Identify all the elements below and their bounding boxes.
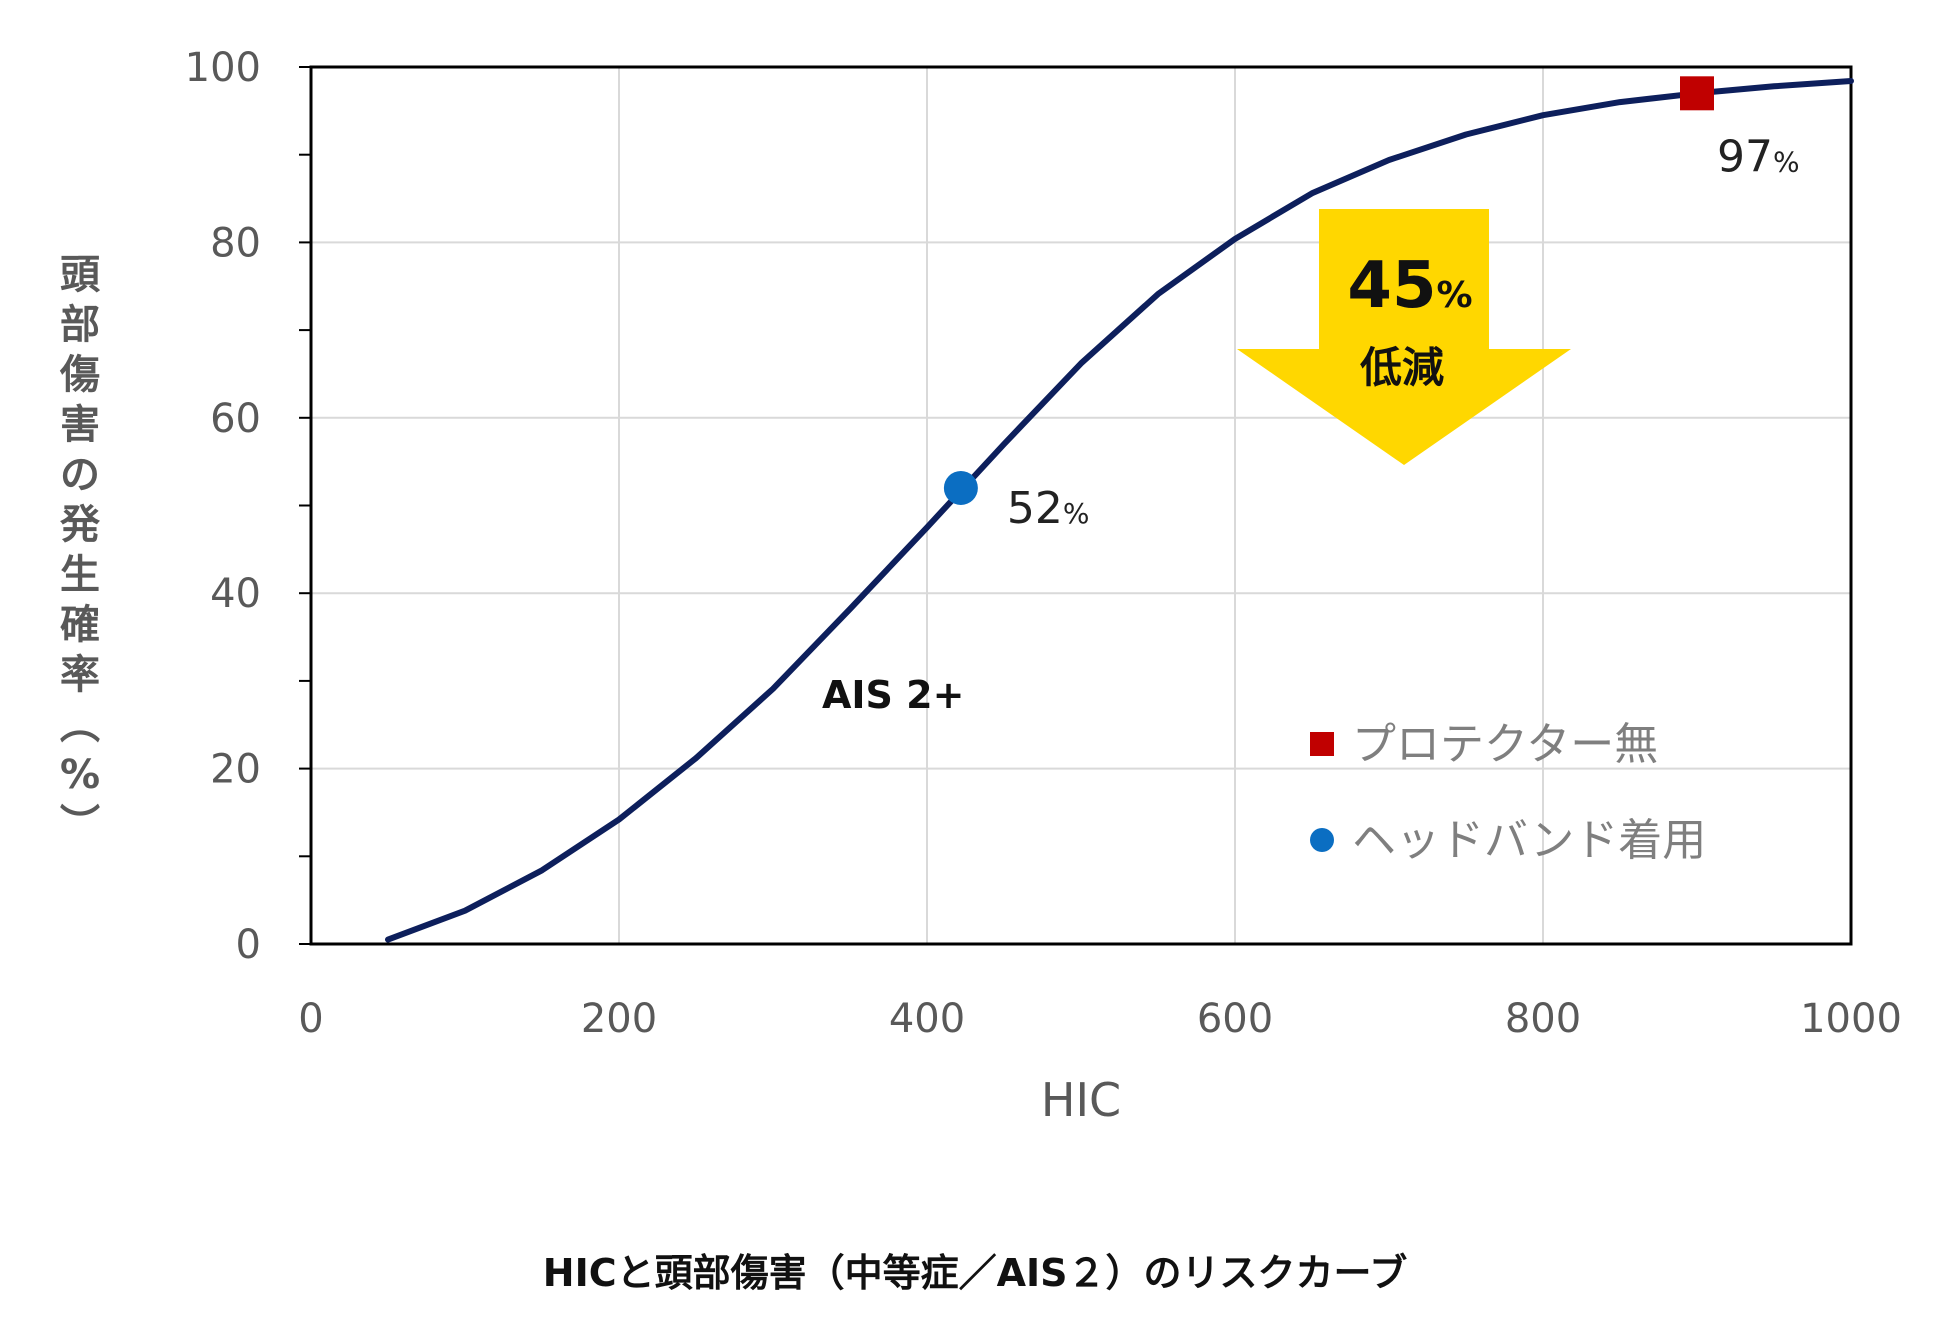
y-tick-label: 0 bbox=[236, 922, 261, 968]
curve-label: AIS 2+ bbox=[822, 673, 964, 717]
y-axis-title-char: 率 bbox=[60, 652, 100, 698]
y-axis-title-char: ︵ bbox=[60, 702, 100, 748]
reduction-arrow bbox=[1237, 209, 1571, 465]
figure-caption: HICと頭部傷害（中等症／AIS２）のリスクカーブ bbox=[542, 1251, 1408, 1295]
point-unit: % bbox=[1773, 145, 1800, 178]
reduction-annotation: 45% 低減 bbox=[1237, 209, 1571, 465]
point-value-label: 52% bbox=[1007, 483, 1090, 534]
reduction-text: 低減 bbox=[1360, 343, 1444, 392]
legend-marker-circle bbox=[1310, 828, 1334, 852]
y-tick-label: 20 bbox=[210, 747, 261, 793]
point-value-label: 97% bbox=[1717, 131, 1800, 182]
x-tick-label: 200 bbox=[581, 996, 657, 1042]
series-layer bbox=[385, 78, 1854, 943]
x-tick-label: 1000 bbox=[1800, 996, 1902, 1042]
highlight-points bbox=[943, 76, 1714, 505]
point-value: 97 bbox=[1717, 131, 1773, 182]
x-tick-label: 600 bbox=[1197, 996, 1273, 1042]
y-axis-title-char: 頭 bbox=[60, 252, 101, 298]
legend-label: ヘッドバンド着用 bbox=[1352, 815, 1706, 866]
reduction-value: 45% bbox=[1347, 249, 1472, 323]
axes: 0 200 400 600 800 1000 0 20 40 60 80 100 HIC 頭部傷害の発生確… bbox=[59, 45, 1902, 1127]
reduction-unit: % bbox=[1436, 275, 1472, 316]
x-tick-label: 0 bbox=[298, 996, 323, 1042]
point-no-protector bbox=[1680, 76, 1714, 111]
y-tick-label: 40 bbox=[210, 571, 261, 617]
x-tick-label: 800 bbox=[1505, 996, 1581, 1042]
y-tick-label: 80 bbox=[210, 220, 261, 266]
point-unit: % bbox=[1063, 497, 1090, 530]
y-axis-title-char: 部 bbox=[60, 302, 100, 348]
point-value: 52 bbox=[1007, 483, 1063, 534]
y-axis-title-char: 確 bbox=[60, 602, 100, 648]
y-tick-label: 60 bbox=[210, 396, 261, 442]
y-axis-title-char: 生 bbox=[60, 552, 100, 598]
y-axis-title-char: 傷 bbox=[59, 352, 100, 398]
legend-label: プロテクター無 bbox=[1352, 719, 1658, 770]
x-axis-title: HIC bbox=[1041, 1073, 1121, 1127]
series-line-ais2plus bbox=[385, 78, 1854, 943]
point-headband bbox=[943, 470, 978, 505]
y-axis-title-char: の bbox=[60, 452, 100, 498]
y-axis-title-char: 発 bbox=[60, 502, 101, 548]
legend-marker-square bbox=[1310, 732, 1334, 756]
reduction-number: 45 bbox=[1347, 249, 1436, 323]
y-tick-label: 100 bbox=[185, 45, 261, 91]
y-axis-title-char: ︶ bbox=[60, 802, 100, 848]
labels: AIS 2+52%97% bbox=[822, 131, 1800, 717]
y-axis-title-char: % bbox=[60, 752, 100, 798]
x-tick-label: 400 bbox=[889, 996, 965, 1042]
y-axis-title-char: 害 bbox=[60, 402, 100, 448]
y-axis-title: 頭部傷害の発生確率︵% ︶ bbox=[59, 252, 101, 848]
